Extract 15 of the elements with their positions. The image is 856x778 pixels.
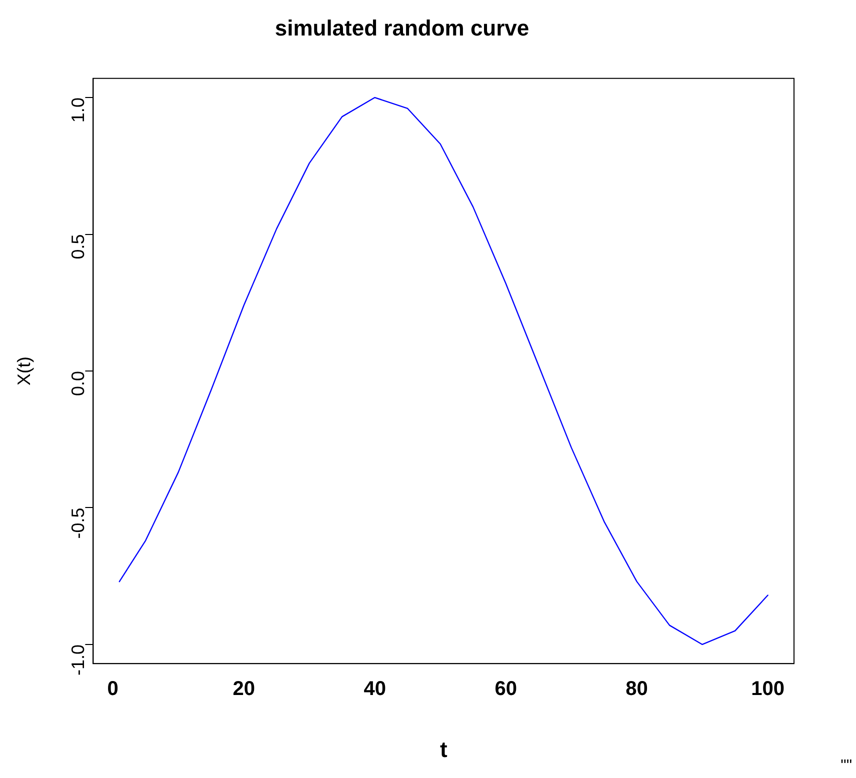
y-tick-label: 1.0 xyxy=(68,98,88,123)
chart-title: simulated random curve xyxy=(274,15,530,40)
x-tick-label: 60 xyxy=(494,678,517,700)
x-tick-label: 20 xyxy=(232,678,255,700)
x-tick-label: 40 xyxy=(364,678,386,700)
x-tick-label: 100 xyxy=(751,678,784,700)
y-tick-label: -0.5 xyxy=(68,508,88,539)
x-axis-title: t xyxy=(440,736,448,762)
text: "" xyxy=(840,757,852,774)
x-tick-label: 80 xyxy=(626,678,648,700)
y-tick-label: -1.0 xyxy=(68,644,88,676)
x-tick-label: 0 xyxy=(107,678,118,700)
y-tick-label: 0.0 xyxy=(68,371,88,396)
y-axis-title: X(t) xyxy=(14,356,34,386)
y-tick-label: 0.5 xyxy=(68,234,88,260)
